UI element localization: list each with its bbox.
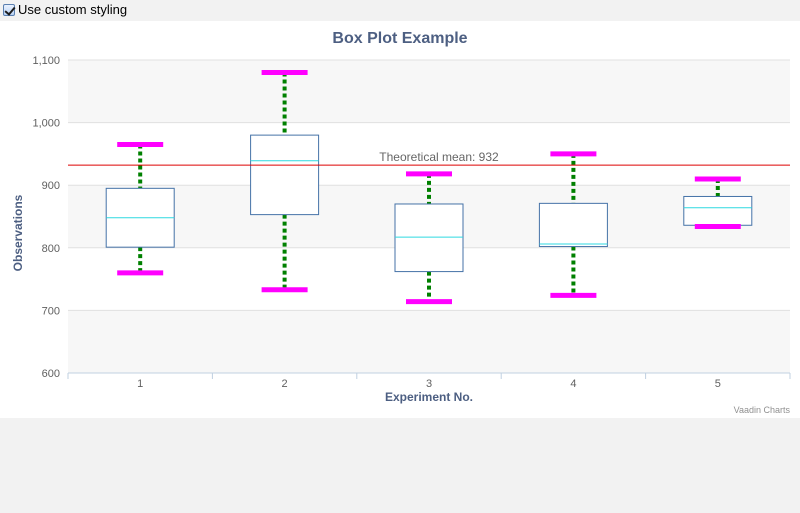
box-rect [683, 195, 753, 226]
theoretical-mean-line-group: Theoretical mean: 932 [68, 150, 790, 166]
chart-container: 600 700 800 900 1,000 1,100 1 2 3 4 5 Theoretical… [0, 21, 800, 418]
y-tick-label: 1,100 [32, 55, 60, 67]
box-rect [394, 203, 464, 273]
box-plot-chart: 600 700 800 900 1,000 1,100 1 2 3 4 5 Theoretical… [11, 30, 791, 415]
credits-link[interactable]: Vaadin Charts [734, 405, 791, 415]
y-tick-label: 700 [42, 305, 60, 317]
y-tick-label: 1,000 [32, 118, 60, 130]
x-tick-label: 1 [137, 378, 143, 390]
theoretical-mean-label: Theoretical mean: 932 [379, 150, 499, 164]
box-5[interactable] [683, 176, 753, 230]
toolbar: Use custom styling [0, 0, 800, 19]
chart-title: Box Plot Example [332, 30, 467, 47]
x-tick-label: 2 [282, 378, 288, 390]
box-2[interactable] [250, 70, 320, 293]
box-rect [250, 134, 320, 216]
x-axis-title: Experiment No. [385, 390, 473, 404]
y-axis-title: Observations [11, 194, 25, 271]
y-axis-ticks: 600 700 800 900 1,000 1,100 [32, 55, 60, 380]
y-tick-label: 600 [42, 368, 60, 380]
y-tick-label: 800 [42, 243, 60, 255]
x-tick-label: 3 [426, 378, 432, 390]
x-tick-label: 4 [570, 378, 576, 390]
plot-band [68, 60, 790, 123]
x-axis: 1 2 3 4 5 [67, 372, 791, 390]
box-3[interactable] [394, 171, 464, 305]
box-4[interactable] [538, 151, 608, 298]
x-tick-label: 5 [715, 378, 721, 390]
y-tick-label: 900 [42, 180, 60, 192]
plot-band [68, 310, 790, 373]
custom-styling-label: Use custom styling [18, 2, 128, 17]
box-1[interactable] [105, 142, 175, 276]
custom-styling-checkbox[interactable] [3, 3, 15, 16]
boxes [105, 70, 753, 305]
box-rect [538, 202, 608, 248]
